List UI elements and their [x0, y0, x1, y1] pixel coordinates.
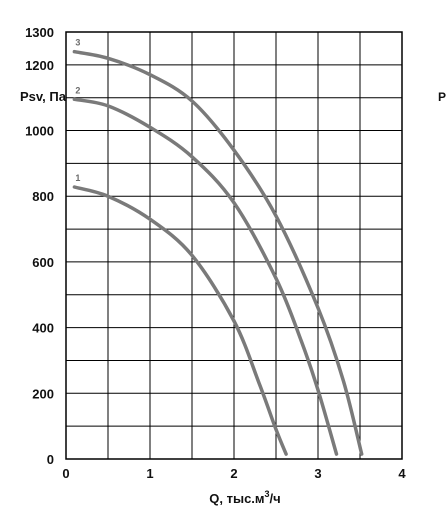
y-axis-label: Psv, Па [20, 89, 67, 104]
y-axis-label-background [18, 88, 64, 106]
x-axis-label: Q, тыс.м3/ч [209, 489, 280, 506]
x-axis-label-main: Q, тыс.м [209, 491, 264, 506]
y-tick-label: 600 [32, 255, 54, 270]
y-tick-label: 0 [47, 452, 54, 467]
y-tick-label: 800 [32, 189, 54, 204]
series-label-3: 3 [75, 38, 80, 48]
x-tick-label: 2 [230, 466, 237, 481]
y-tick-labels: 0 200 400 600 800 1000 1200 1300 [25, 25, 54, 467]
plot-frame [65, 31, 403, 460]
y-tick-label: 1300 [25, 25, 54, 40]
x-tick-label: 4 [398, 466, 406, 481]
series-line-3 [72, 49, 364, 456]
series-line-2 [72, 97, 339, 456]
x-axis-label-superscript: 3 [265, 489, 270, 499]
x-tick-label: 0 [62, 466, 69, 481]
series-line-1 [72, 185, 288, 456]
x-tick-label: 3 [314, 466, 321, 481]
y-tick-label: 200 [32, 386, 54, 401]
right-edge-clipped-label: P [438, 90, 446, 104]
y-tick-label: 1200 [25, 58, 54, 73]
y-tick-label: 1000 [25, 124, 54, 139]
x-tick-label: 1 [146, 466, 153, 481]
series-label-1: 1 [75, 173, 80, 183]
series-lines [72, 49, 364, 456]
series-label-2: 2 [75, 85, 80, 95]
x-axis-label-tail: /ч [270, 491, 281, 506]
x-tick-labels: 0 1 2 3 4 [62, 466, 406, 481]
series-labels: 1 2 3 [75, 38, 80, 183]
grid [66, 32, 402, 459]
y-tick-label: 400 [32, 321, 54, 336]
